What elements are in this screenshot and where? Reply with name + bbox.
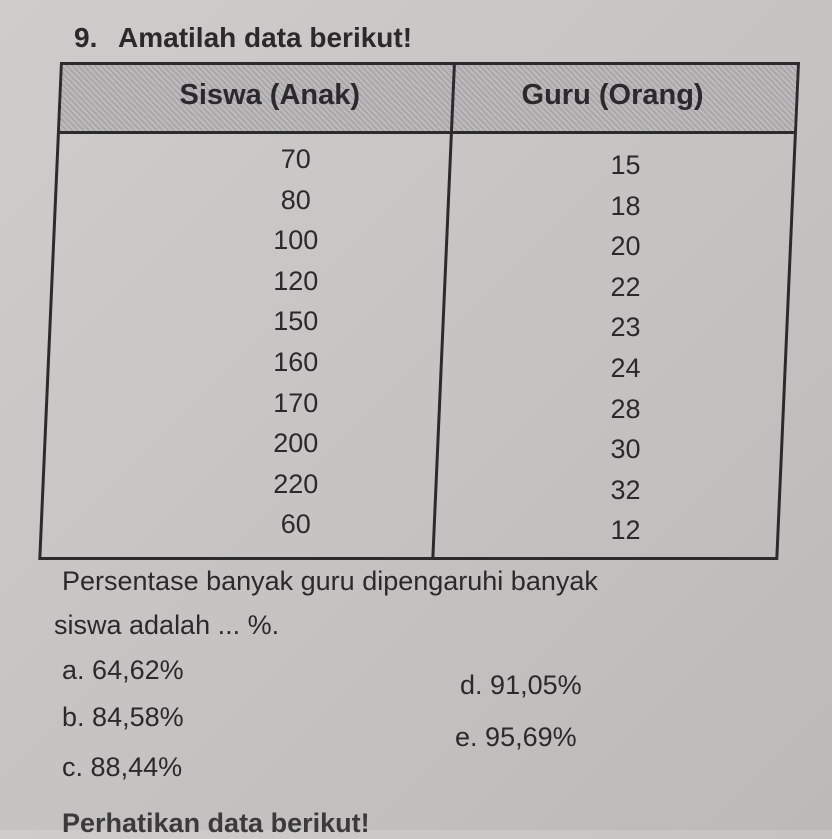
guru-cell: 24 — [610, 352, 641, 383]
option-d[interactable]: d. 91,05% — [460, 670, 582, 701]
column-divider — [431, 65, 456, 557]
siswa-cell: 160 — [273, 346, 319, 377]
siswa-cell: 120 — [273, 265, 319, 296]
siswa-column: 70 80 100 120 150 160 170 200 220 60 — [236, 139, 356, 545]
option-text: 91,05% — [490, 670, 582, 700]
siswa-cell: 70 — [280, 144, 311, 174]
header-guru: Guru (Orang) — [521, 79, 704, 111]
guru-cell: 32 — [610, 474, 641, 505]
siswa-cell: 170 — [273, 387, 319, 418]
siswa-cell: 220 — [273, 468, 319, 499]
question-number: 9. — [74, 22, 98, 53]
option-letter: b. — [62, 702, 85, 732]
siswa-cell: 80 — [280, 184, 311, 215]
siswa-cell: 100 — [273, 225, 319, 256]
guru-cell: 23 — [610, 312, 641, 343]
guru-cell: 12 — [610, 515, 641, 546]
option-letter: e. — [455, 722, 478, 752]
header-siswa: Siswa (Anak) — [179, 79, 361, 111]
guru-cell: 22 — [610, 271, 641, 302]
option-letter: a. — [62, 655, 85, 685]
option-text: 84,58% — [92, 702, 184, 732]
option-letter: d. — [460, 670, 483, 700]
option-letter: c. — [62, 752, 84, 782]
guru-column: 15 18 20 22 23 24 28 30 32 12 — [566, 145, 686, 551]
option-text: 64,62% — [92, 655, 184, 685]
siswa-cell: 150 — [273, 306, 319, 337]
siswa-cell: 200 — [273, 428, 319, 459]
guru-cell: 30 — [610, 434, 641, 465]
guru-cell: 20 — [610, 231, 641, 262]
next-question-partial: Perhatikan data berikut! — [62, 808, 370, 838]
question-prompt-line2: siswa adalah ... %. — [54, 610, 280, 640]
option-b[interactable]: b. 84,58% — [62, 702, 184, 733]
guru-cell: 18 — [610, 190, 641, 221]
option-a[interactable]: a. 64,62% — [62, 655, 184, 686]
option-c[interactable]: c. 88,44% — [62, 752, 182, 783]
option-text: 88,44% — [90, 752, 183, 782]
guru-cell: 28 — [610, 393, 641, 424]
question-prompt-line1: Persentase banyak guru dipengaruhi banya… — [62, 566, 598, 596]
option-text: 95,69% — [485, 722, 577, 752]
question-instruction: Amatilah data berikut! — [118, 22, 413, 53]
option-e[interactable]: e. 95,69% — [455, 722, 577, 753]
siswa-cell: 60 — [280, 509, 311, 540]
guru-cell: 15 — [610, 150, 641, 180]
data-table: Siswa (Anak) Guru (Orang) 70 80 100 120 150 1… — [38, 62, 801, 560]
